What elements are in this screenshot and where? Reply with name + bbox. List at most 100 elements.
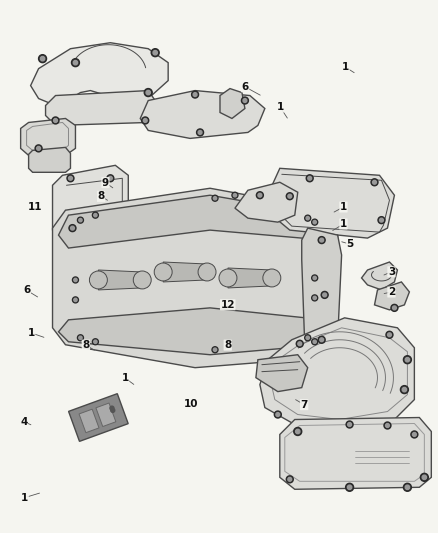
Circle shape <box>400 385 408 393</box>
Circle shape <box>313 276 316 280</box>
Circle shape <box>323 293 327 297</box>
Circle shape <box>258 193 262 197</box>
Circle shape <box>321 292 328 298</box>
Circle shape <box>72 297 78 303</box>
Circle shape <box>288 478 292 481</box>
Polygon shape <box>374 282 410 310</box>
Circle shape <box>313 296 316 300</box>
Circle shape <box>373 180 376 184</box>
FancyBboxPatch shape <box>348 441 417 473</box>
Text: 1: 1 <box>121 373 129 383</box>
Circle shape <box>346 483 353 491</box>
Circle shape <box>151 49 159 56</box>
Polygon shape <box>270 168 395 238</box>
Text: 10: 10 <box>184 399 198 409</box>
Circle shape <box>232 192 238 198</box>
Circle shape <box>198 131 202 134</box>
Circle shape <box>153 51 157 55</box>
Circle shape <box>318 237 325 244</box>
Circle shape <box>312 219 318 225</box>
Circle shape <box>306 175 313 182</box>
Circle shape <box>94 214 97 217</box>
Circle shape <box>371 179 378 186</box>
Circle shape <box>212 347 218 353</box>
Text: 8: 8 <box>98 191 105 201</box>
Circle shape <box>39 55 46 63</box>
Circle shape <box>305 215 311 221</box>
Circle shape <box>388 333 392 337</box>
Circle shape <box>320 238 324 242</box>
Circle shape <box>380 218 383 222</box>
Circle shape <box>312 275 318 281</box>
Polygon shape <box>361 262 397 290</box>
Circle shape <box>94 340 97 343</box>
Circle shape <box>286 193 293 200</box>
Circle shape <box>35 145 42 152</box>
Text: 3: 3 <box>388 267 395 277</box>
Text: 2: 2 <box>388 287 395 297</box>
Circle shape <box>219 269 237 287</box>
Polygon shape <box>79 409 99 433</box>
Text: 11: 11 <box>28 202 42 212</box>
Polygon shape <box>59 308 332 355</box>
Circle shape <box>74 298 77 302</box>
Polygon shape <box>302 228 342 352</box>
Circle shape <box>306 216 309 220</box>
Text: 1: 1 <box>340 202 347 212</box>
Circle shape <box>78 335 83 341</box>
Text: 8: 8 <box>82 340 89 350</box>
Polygon shape <box>69 394 128 441</box>
Circle shape <box>191 91 198 98</box>
Text: 6: 6 <box>242 82 249 92</box>
Circle shape <box>197 129 204 136</box>
Circle shape <box>92 212 99 218</box>
Circle shape <box>288 195 292 198</box>
Circle shape <box>274 411 281 418</box>
Circle shape <box>263 269 281 287</box>
Circle shape <box>71 226 74 230</box>
Circle shape <box>53 118 57 123</box>
Circle shape <box>73 60 78 65</box>
Circle shape <box>212 195 218 201</box>
Text: 1: 1 <box>340 219 347 229</box>
Circle shape <box>276 413 280 416</box>
Circle shape <box>413 433 416 437</box>
Circle shape <box>92 339 99 345</box>
Circle shape <box>213 197 217 200</box>
Circle shape <box>107 175 114 182</box>
Polygon shape <box>31 43 168 106</box>
Circle shape <box>348 423 352 426</box>
Circle shape <box>154 263 172 281</box>
Circle shape <box>69 176 72 180</box>
Text: 9: 9 <box>102 177 109 188</box>
Circle shape <box>79 336 82 340</box>
Polygon shape <box>260 318 414 430</box>
Circle shape <box>402 387 406 392</box>
Circle shape <box>67 175 74 182</box>
Circle shape <box>392 306 396 310</box>
Circle shape <box>312 295 318 301</box>
Circle shape <box>52 117 59 124</box>
Circle shape <box>243 99 247 102</box>
Text: 1: 1 <box>21 492 28 503</box>
Polygon shape <box>21 118 75 155</box>
Polygon shape <box>53 165 128 238</box>
Circle shape <box>294 427 302 435</box>
Circle shape <box>308 176 311 180</box>
Polygon shape <box>280 417 431 489</box>
Circle shape <box>241 97 248 104</box>
Circle shape <box>110 406 114 410</box>
Circle shape <box>385 424 389 427</box>
Text: 7: 7 <box>300 400 308 410</box>
Circle shape <box>422 475 427 480</box>
Polygon shape <box>235 182 298 222</box>
Text: 4: 4 <box>20 417 28 426</box>
Polygon shape <box>46 91 155 125</box>
Circle shape <box>403 356 411 364</box>
Polygon shape <box>28 148 71 172</box>
Circle shape <box>78 217 83 223</box>
Circle shape <box>142 117 149 124</box>
Circle shape <box>89 271 107 289</box>
Circle shape <box>386 332 393 338</box>
Circle shape <box>213 348 217 351</box>
